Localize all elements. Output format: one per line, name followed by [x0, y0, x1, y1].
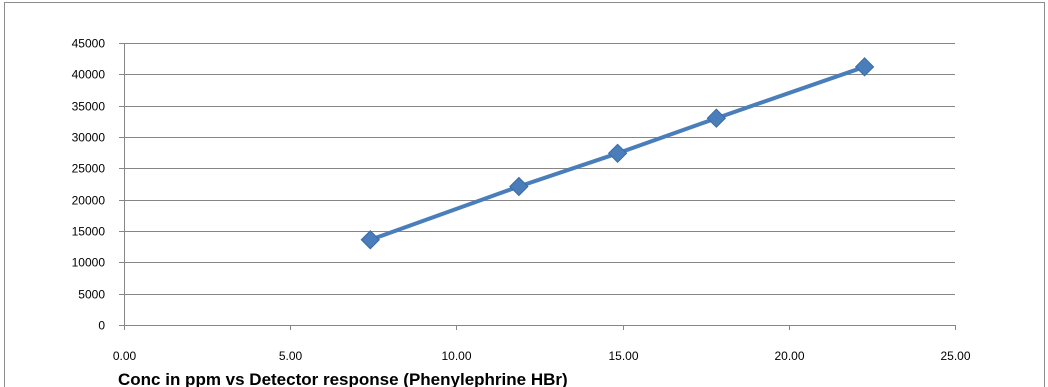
data-point-marker	[706, 108, 727, 128]
x-axis-tick-labels: 0.00 5.00 10.00 15.00 20.00 25.00	[113, 349, 971, 363]
y-tick-label: 45000	[72, 37, 106, 51]
y-tick-label: 30000	[72, 131, 106, 145]
chart-title: Conc in ppm vs Detector response (Phenyl…	[118, 370, 568, 387]
axes	[119, 43, 956, 330]
x-tick-label: 15.00	[608, 349, 638, 363]
y-tick-label: 20000	[72, 194, 106, 208]
y-tick-label: 15000	[72, 225, 106, 239]
data-point-marker	[509, 176, 529, 197]
data-series	[360, 57, 875, 250]
x-tick-label: 20.00	[774, 349, 804, 363]
y-tick-label: 0	[98, 319, 105, 333]
y-tick-label: 10000	[72, 256, 106, 270]
y-tick-label: 40000	[72, 68, 106, 82]
chart-border	[4, 2, 1045, 387]
y-axis-tick-labels: 0 5000 10000 15000 20000 25000 30000 35000 40000…	[72, 37, 106, 333]
y-tick-label: 35000	[72, 100, 106, 114]
x-tick-label: 25.00	[940, 349, 970, 363]
x-tick-label: 5.00	[279, 349, 303, 363]
y-tick-label: 25000	[72, 162, 106, 176]
data-point-marker	[360, 230, 381, 250]
x-tick-label: 10.00	[441, 349, 471, 363]
grid-lines	[124, 43, 955, 295]
data-point-marker	[854, 57, 875, 77]
data-point-marker	[607, 143, 628, 164]
y-tick-label: 5000	[78, 288, 105, 302]
x-tick-label: 0.00	[113, 349, 137, 363]
